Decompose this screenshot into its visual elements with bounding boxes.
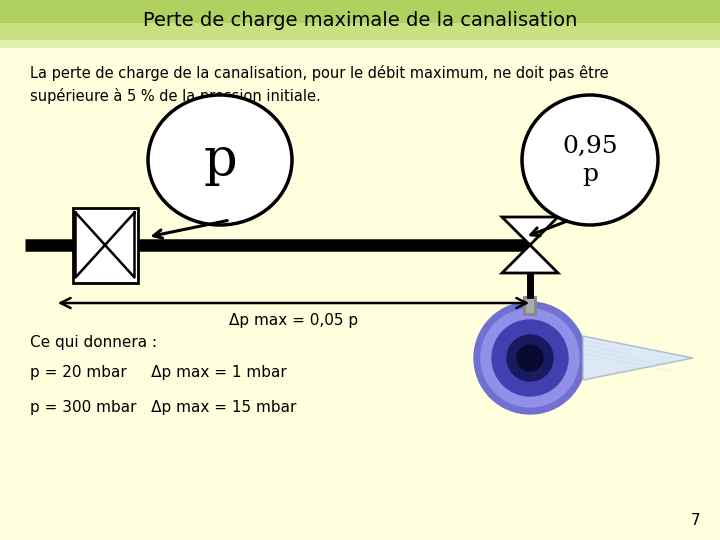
Bar (73, 207, 138, 282)
Text: 7: 7 (690, 513, 700, 528)
Ellipse shape (522, 95, 658, 225)
Ellipse shape (148, 95, 292, 225)
Text: p = 20 mbar     Δp max = 1 mbar: p = 20 mbar Δp max = 1 mbar (30, 365, 287, 380)
Polygon shape (583, 336, 693, 380)
Polygon shape (502, 217, 558, 245)
Text: p: p (582, 163, 598, 186)
Circle shape (492, 320, 568, 396)
Bar (0, 23, 720, 45)
Text: Perte de charge maximale de la canalisation: Perte de charge maximale de la canalisat… (143, 10, 577, 30)
Bar (0, 0, 720, 45)
Text: p: p (203, 134, 237, 186)
Circle shape (517, 345, 543, 371)
Text: Δp max = 0,05 p: Δp max = 0,05 p (229, 313, 358, 328)
Text: p = 300 mbar   Δp max = 15 mbar: p = 300 mbar Δp max = 15 mbar (30, 400, 297, 415)
Circle shape (481, 309, 579, 407)
Circle shape (507, 335, 553, 381)
Text: Ce qui donnera :: Ce qui donnera : (30, 335, 157, 350)
Bar (0, 40, 720, 48)
Polygon shape (502, 245, 558, 273)
Circle shape (474, 302, 586, 414)
Text: La perte de charge de la canalisation, pour le débit maximum, ne doit pas être
s: La perte de charge de la canalisation, p… (30, 65, 608, 104)
Text: 0,95: 0,95 (562, 134, 618, 158)
